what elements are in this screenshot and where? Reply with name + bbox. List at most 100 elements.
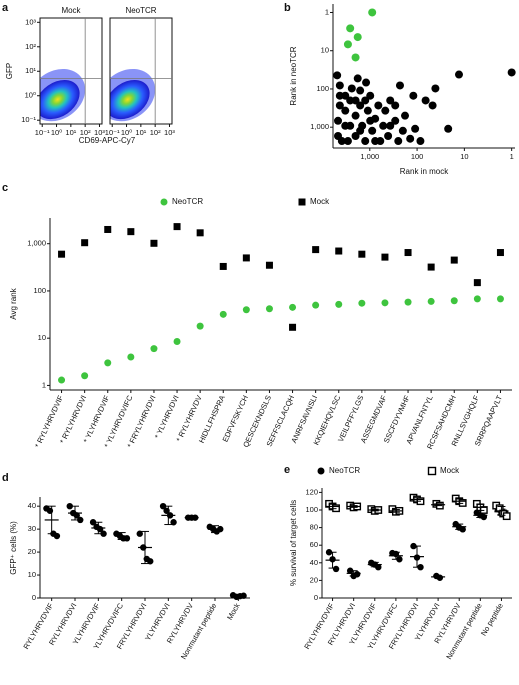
x-tick-label: 10⁻¹ <box>105 128 120 137</box>
scatter-point <box>343 40 352 49</box>
dot <box>81 372 89 380</box>
scatter-point <box>337 137 346 146</box>
dot <box>242 306 250 314</box>
scatter-point <box>428 101 437 110</box>
y-tick-label: 30 <box>28 524 36 533</box>
scatter-point <box>368 8 377 17</box>
scatter-point <box>454 70 463 79</box>
dot <box>219 262 227 270</box>
y-tick-label: 10⁻¹ <box>21 115 36 124</box>
x-tick-label: 10³ <box>164 128 175 137</box>
panel-label: a <box>2 2 9 14</box>
dot <box>312 301 320 309</box>
scatter-point <box>341 121 350 130</box>
density <box>40 68 86 122</box>
plot-title: NeoTCR <box>125 6 156 15</box>
dot <box>81 239 89 247</box>
y-tick-label: 1,000 <box>27 239 46 248</box>
y-tick-label: 20 <box>28 547 36 556</box>
y-axis-title: Avg rank <box>9 287 18 319</box>
scatter-point <box>346 24 355 33</box>
y-tick-label: 10³ <box>25 17 36 26</box>
scatter-point <box>361 137 370 146</box>
x-tick-label: 100 <box>411 152 424 161</box>
dot <box>335 300 343 308</box>
dot <box>358 299 366 307</box>
scatter-point <box>356 86 365 95</box>
scatter-point <box>353 33 362 42</box>
dot <box>58 376 66 384</box>
dot <box>104 359 112 367</box>
dot <box>242 254 250 262</box>
x-tick-label: 10² <box>80 128 91 137</box>
legend-label: NeoTCR <box>172 197 203 206</box>
y-tick-label: 100 <box>33 286 46 295</box>
scatter-point <box>368 126 377 135</box>
dot <box>404 298 412 306</box>
y-axis-title: Rank in neoTCR <box>289 46 298 105</box>
data-point <box>66 502 73 510</box>
dot <box>358 250 366 258</box>
scatter-point <box>381 106 390 115</box>
y-tick-label: 120 <box>305 487 318 496</box>
legend-marker <box>160 198 168 206</box>
scatter-point <box>401 111 410 120</box>
scatter-point <box>395 81 404 90</box>
scatter-point <box>335 91 344 100</box>
data-point <box>77 516 84 524</box>
density-core <box>110 79 150 120</box>
scatter-point <box>351 111 360 120</box>
x-tick-label: 10² <box>150 128 161 137</box>
scatter-point <box>335 101 344 110</box>
y-tick-label: 1 <box>325 7 329 16</box>
dot <box>381 253 389 261</box>
x-tick-label: 10¹ <box>65 128 76 137</box>
scatter-point <box>384 132 393 141</box>
dot <box>127 228 135 236</box>
density <box>110 68 156 122</box>
scatter-point <box>362 78 371 87</box>
x-tick-label: 10⁰ <box>51 128 62 137</box>
dot <box>427 263 435 271</box>
scatter-point <box>366 116 375 125</box>
scatter-point <box>411 124 420 133</box>
scatter-point <box>341 106 350 115</box>
scatter-point <box>386 96 395 105</box>
data-point <box>147 558 154 565</box>
x-tick-label: 1,000 <box>360 152 379 161</box>
scatter-point <box>361 96 370 105</box>
y-tick-label: 10 <box>38 333 46 342</box>
dot <box>289 323 297 331</box>
y-tick-label: 20 <box>310 575 318 584</box>
density-core <box>40 79 80 120</box>
dot <box>219 310 227 318</box>
data-point <box>100 530 107 537</box>
scatter-point <box>398 126 407 135</box>
scatter-point <box>343 137 352 146</box>
legend-label: Mock <box>440 466 460 475</box>
dot <box>265 261 273 269</box>
dot <box>427 297 435 305</box>
y-tick-label: 40 <box>28 501 36 510</box>
y-tick-label: 100 <box>316 84 329 93</box>
x-tick-label: 10⁻¹ <box>35 128 50 137</box>
panel-label: d <box>2 472 9 484</box>
x-tick-label: 10³ <box>94 128 105 137</box>
scatter-point <box>406 134 415 143</box>
y-axis-title: % survival of target cells <box>289 500 298 586</box>
scatter-point <box>391 116 400 125</box>
scatter-point <box>394 137 403 146</box>
scatter-point <box>444 124 453 133</box>
data-point <box>332 565 340 573</box>
y-tick-label: 0 <box>314 593 318 602</box>
scatter-point <box>334 116 343 125</box>
data-point <box>502 512 511 521</box>
y-tick-label: 100 <box>305 505 318 514</box>
scatter-point <box>366 91 375 100</box>
scatter-point <box>409 91 418 100</box>
y-tick-label: 10 <box>321 46 329 55</box>
y-tick-label: 0 <box>32 593 36 602</box>
x-axis-title: CD69-APC-Cy7 <box>79 136 136 145</box>
y-tick-label: 10² <box>25 42 36 51</box>
